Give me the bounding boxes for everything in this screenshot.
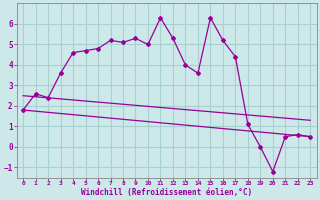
X-axis label: Windchill (Refroidissement éolien,°C): Windchill (Refroidissement éolien,°C) xyxy=(81,188,252,197)
